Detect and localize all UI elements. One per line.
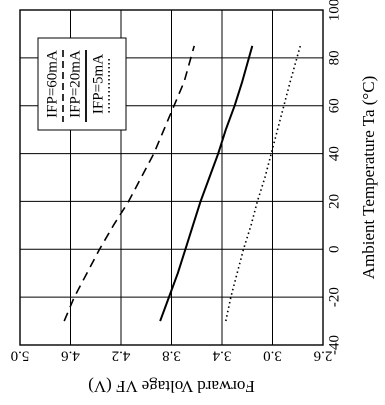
legend-label-20ma: IFP=20mA <box>67 50 83 118</box>
x-tick-label: 100 <box>326 0 342 21</box>
grid <box>20 10 323 345</box>
x-tick-label: -40 <box>326 335 342 355</box>
series-group <box>63 45 302 322</box>
plot-frame <box>19 9 324 346</box>
y-tick-label: 2.6 <box>313 348 332 364</box>
x-tick-label: 60 <box>326 98 342 113</box>
x-tick-label: 20 <box>326 194 342 209</box>
legend-box <box>37 37 127 131</box>
series-line-ifp-20ma <box>159 45 254 322</box>
y-axis-title: Forward Voltage VF (V) <box>88 377 255 396</box>
series-line-ifp-60ma <box>63 45 195 322</box>
y-tick-label: 5.0 <box>11 348 30 364</box>
legend: IFP=60mA IFP=20mA IFP=5mA <box>37 37 127 131</box>
legend-label-5ma: IFP=5mA <box>90 54 106 114</box>
x-tick-label: 0 <box>326 246 342 254</box>
y-tick-label: 3.4 <box>212 348 231 364</box>
y-tick-label: 4.2 <box>112 348 131 364</box>
x-tick-label: -20 <box>326 287 342 307</box>
y-tick-label: 4.6 <box>61 348 80 364</box>
y-tick-label: 3.8 <box>162 348 181 364</box>
series-line-ifp-5ma <box>225 45 302 322</box>
tick-labels: 5.0 4.6 4.2 3.8 3.4 3.0 2.6-40 -20 0 20 40 60 80 100 <box>11 0 343 364</box>
x-tick-label: 80 <box>326 50 342 65</box>
y-tick-label: 3.0 <box>263 348 282 364</box>
x-tick-label: 40 <box>326 146 342 161</box>
legend-label-60ma: IFP=60mA <box>44 50 60 118</box>
x-axis-title: Ambient Temperature Ta (°C) <box>359 76 378 279</box>
